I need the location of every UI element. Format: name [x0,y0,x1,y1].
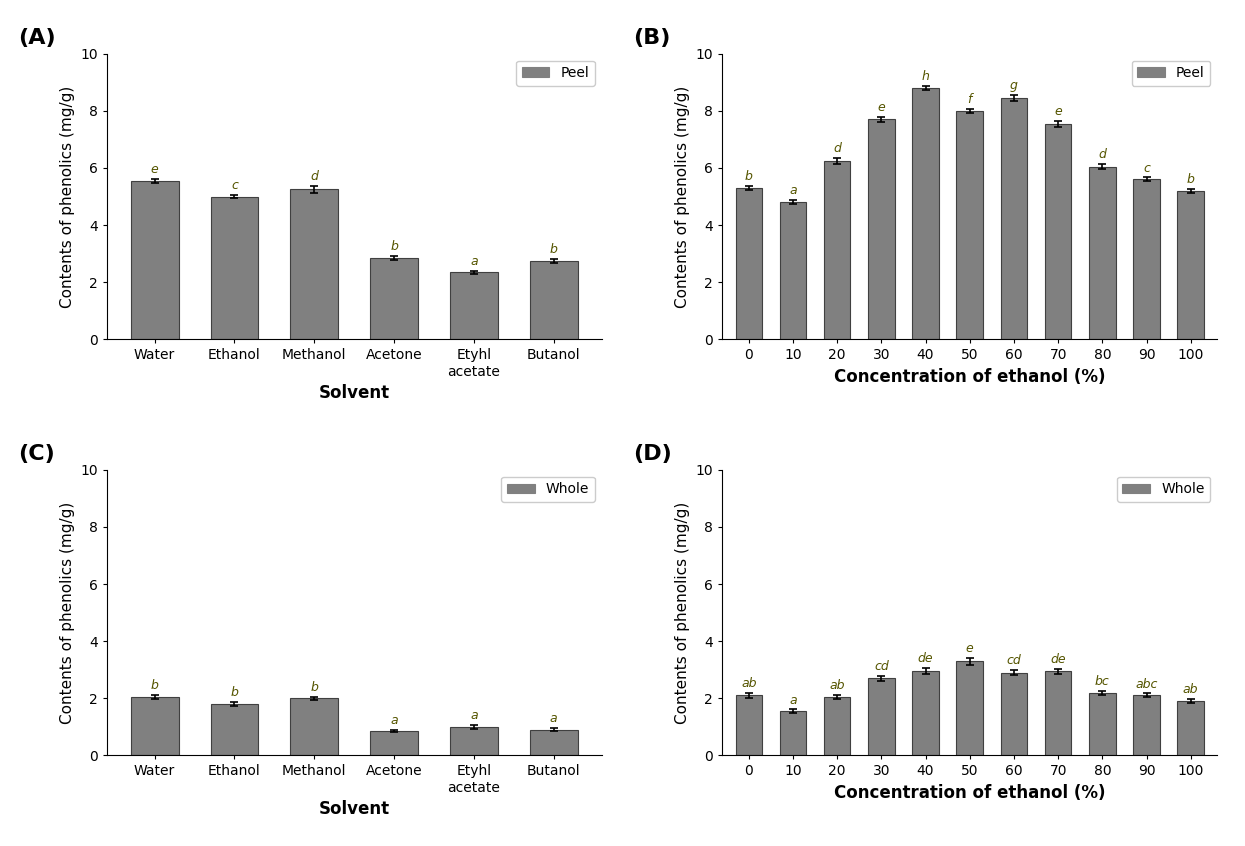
Bar [1133,179,1160,339]
Text: f: f [967,93,972,106]
Text: (C): (C) [17,444,55,464]
Text: (D): (D) [634,444,672,464]
Legend: Peel: Peel [1132,61,1210,85]
Bar [1089,693,1116,755]
Bar [290,190,339,339]
Bar [1178,701,1204,755]
Text: a: a [471,255,478,267]
Text: e: e [151,163,158,176]
X-axis label: Solvent: Solvent [319,384,390,402]
Bar [131,181,178,339]
Bar [736,695,762,755]
Text: ab: ab [829,679,845,692]
Bar [779,202,807,339]
Text: g: g [1010,80,1018,92]
Bar [913,671,939,755]
Text: c: c [1143,162,1150,174]
Text: b: b [151,679,158,692]
Bar [956,111,984,339]
X-axis label: Concentration of ethanol (%): Concentration of ethanol (%) [834,784,1106,802]
Text: d: d [833,142,842,155]
Text: (B): (B) [634,28,671,48]
Text: d: d [1098,148,1107,161]
Bar [370,731,418,755]
Bar [1001,98,1027,339]
Bar [1178,191,1204,339]
Bar [530,261,578,339]
Bar [449,727,498,755]
Legend: Whole: Whole [502,476,595,502]
Text: b: b [230,686,238,700]
Bar [868,119,895,339]
Bar [210,704,259,755]
Text: ab: ab [741,678,757,690]
Bar [868,678,895,755]
Bar [779,711,807,755]
Text: (A): (A) [17,28,55,48]
Text: b: b [550,244,558,256]
Bar [370,258,418,339]
Bar [913,88,939,339]
Bar [1045,671,1072,755]
Text: e: e [966,642,974,655]
Bar [449,272,498,339]
Y-axis label: Contents of phenolics (mg/g): Contents of phenolics (mg/g) [60,502,75,723]
Text: cd: cd [1006,655,1021,667]
Text: b: b [745,170,753,183]
Legend: Whole: Whole [1117,476,1210,502]
Text: b: b [310,681,319,694]
Y-axis label: Contents of phenolics (mg/g): Contents of phenolics (mg/g) [675,85,690,308]
Text: a: a [789,694,797,706]
Text: a: a [789,184,797,197]
Bar [210,196,259,339]
Bar [290,698,339,755]
Text: a: a [471,709,478,722]
Bar [956,662,984,755]
Legend: Peel: Peel [515,61,595,85]
Text: de: de [1051,653,1066,666]
Text: abc: abc [1135,678,1158,690]
X-axis label: Solvent: Solvent [319,800,390,818]
Bar [1045,124,1072,339]
Text: bc: bc [1094,675,1109,688]
Text: ab: ab [1183,684,1199,696]
Text: cd: cd [874,660,889,673]
Y-axis label: Contents of phenolics (mg/g): Contents of phenolics (mg/g) [675,502,690,723]
Text: e: e [878,101,885,113]
Text: c: c [232,179,238,192]
Text: a: a [390,714,398,728]
Text: b: b [390,240,398,253]
Text: d: d [310,170,319,183]
Bar [824,161,850,339]
Y-axis label: Contents of phenolics (mg/g): Contents of phenolics (mg/g) [60,85,75,308]
Text: de: de [918,652,934,666]
Bar [824,697,850,755]
Bar [530,730,578,755]
Bar [1001,673,1027,755]
Text: h: h [921,70,930,83]
Bar [736,188,762,339]
Bar [1133,695,1160,755]
Text: a: a [550,712,558,725]
Bar [1089,167,1116,339]
Text: b: b [1186,173,1195,186]
Bar [131,697,178,755]
Text: e: e [1055,105,1062,118]
X-axis label: Concentration of ethanol (%): Concentration of ethanol (%) [834,368,1106,386]
